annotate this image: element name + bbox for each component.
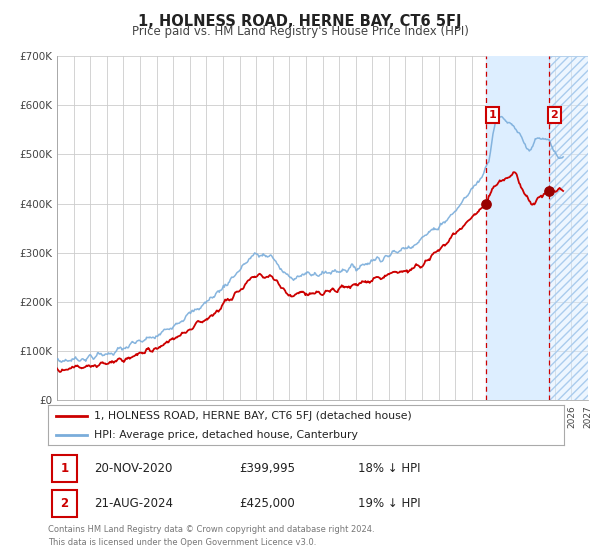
Text: 2: 2 (551, 110, 559, 120)
Text: 20-NOV-2020: 20-NOV-2020 (94, 462, 173, 475)
Bar (548, 56, 588, 400)
Text: 21-AUG-2024: 21-AUG-2024 (94, 497, 173, 510)
Bar (487, 56, 548, 400)
Bar (548, 56, 588, 400)
FancyBboxPatch shape (52, 490, 77, 516)
Point (482, 199, 491, 208)
Text: 19% ↓ HPI: 19% ↓ HPI (358, 497, 420, 510)
Text: Contains HM Land Registry data © Crown copyright and database right 2024.
This d: Contains HM Land Registry data © Crown c… (48, 525, 374, 547)
Point (544, 187, 553, 196)
Text: Price paid vs. HM Land Registry's House Price Index (HPI): Price paid vs. HM Land Registry's House … (131, 25, 469, 38)
Text: £425,000: £425,000 (239, 497, 295, 510)
Text: 2: 2 (61, 497, 68, 510)
Text: HPI: Average price, detached house, Canterbury: HPI: Average price, detached house, Cant… (94, 430, 358, 440)
FancyBboxPatch shape (52, 455, 77, 482)
Text: 1: 1 (61, 462, 68, 475)
Text: 1, HOLNESS ROAD, HERNE BAY, CT6 5FJ (detached house): 1, HOLNESS ROAD, HERNE BAY, CT6 5FJ (det… (94, 411, 412, 421)
Text: £399,995: £399,995 (239, 462, 295, 475)
Text: 1, HOLNESS ROAD, HERNE BAY, CT6 5FJ: 1, HOLNESS ROAD, HERNE BAY, CT6 5FJ (138, 14, 462, 29)
Text: 1: 1 (488, 110, 496, 120)
Text: 18% ↓ HPI: 18% ↓ HPI (358, 462, 420, 475)
